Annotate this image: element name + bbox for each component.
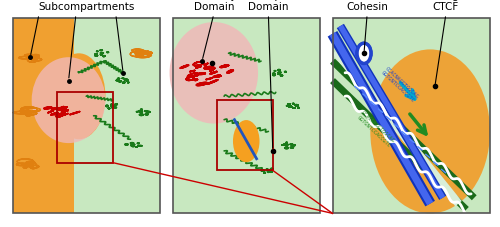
Bar (74, 18, 160, 213)
Text: Subcompartments: Subcompartments (38, 2, 134, 12)
Ellipse shape (233, 120, 260, 162)
Text: Cohesin: Cohesin (346, 2, 388, 12)
Text: Convergent
CTCF: Convergent CTCF (416, 0, 476, 12)
Bar (217, 100, 273, 170)
Text: CCACNAGGTGGCAG
GGTGNTCCACCGTC: CCACNAGGTGGCAG GGTGNTCCACCGTC (356, 111, 396, 148)
Bar (12, 18, 160, 213)
Text: Ordinary
Domain: Ordinary Domain (191, 0, 236, 12)
Text: Loop
Domain: Loop Domain (248, 0, 288, 12)
Bar (332, 18, 490, 213)
Bar (56, 92, 113, 163)
Bar (12, 18, 160, 213)
Ellipse shape (170, 22, 258, 123)
Ellipse shape (370, 49, 490, 213)
Text: CCACNAGGTGGCAG
GGTGNTCCACCGTC: CCACNAGGTGGCAG GGTGNTCCACCGTC (380, 66, 419, 104)
Ellipse shape (52, 53, 106, 139)
Bar (172, 18, 320, 213)
Ellipse shape (32, 57, 106, 143)
Bar (172, 18, 320, 213)
Ellipse shape (357, 43, 371, 64)
Bar (332, 18, 490, 213)
